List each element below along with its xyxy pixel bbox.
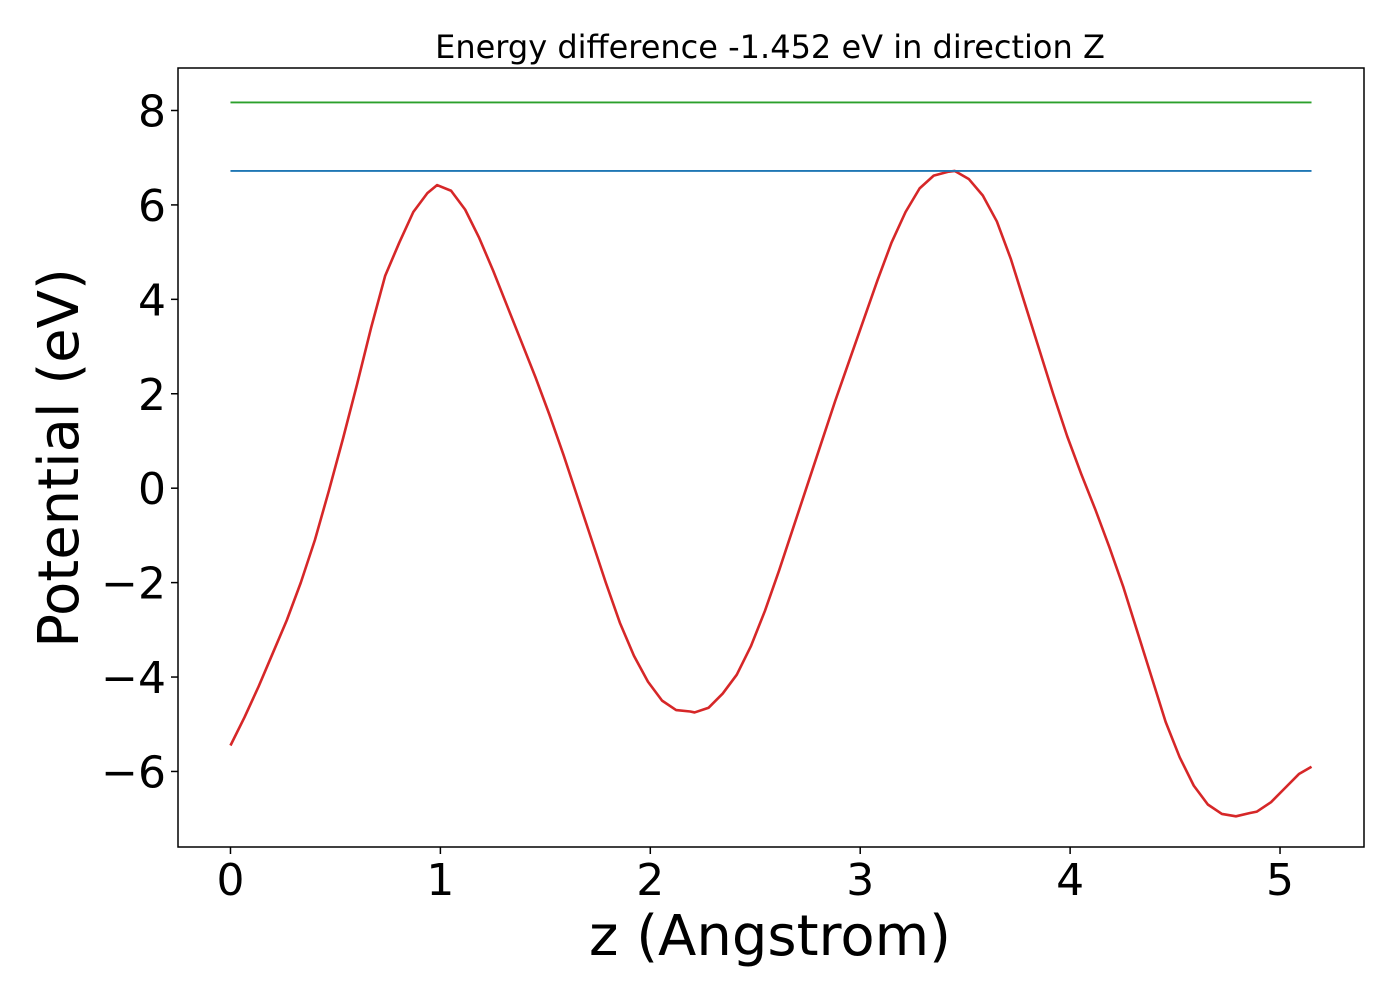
y-tick-label: 8: [138, 86, 166, 137]
y-tick-label: −2: [101, 559, 166, 610]
y-tick-label: −6: [101, 747, 166, 798]
x-tick-label: 1: [426, 855, 454, 906]
y-tick-label: −4: [101, 653, 166, 704]
x-axis-ticks: 0 1 2 3 4 5: [216, 847, 1294, 906]
series-line-0: [229, 169, 1313, 818]
x-tick-label: 2: [636, 855, 664, 906]
chart-title: Energy difference -1.452 eV in direction…: [435, 28, 1105, 66]
x-tick-label: 0: [216, 855, 244, 906]
y-tick-label: 2: [138, 370, 166, 421]
y-axis-label: Potential (eV): [27, 268, 92, 648]
x-tick-label: 4: [1056, 855, 1084, 906]
x-axis-label: z (Angstrom): [589, 904, 951, 969]
plot-layer: [229, 101, 1313, 818]
y-tick-label: 0: [138, 464, 166, 515]
x-tick-label: 3: [846, 855, 874, 906]
plot-area-frame: [177, 67, 1365, 848]
y-axis-ticks: −6 −4 −2 0 2 4 6 8: [101, 86, 178, 798]
y-tick-label: 6: [138, 181, 166, 232]
y-tick-label: 4: [138, 275, 166, 326]
x-tick-label: 5: [1266, 855, 1294, 906]
